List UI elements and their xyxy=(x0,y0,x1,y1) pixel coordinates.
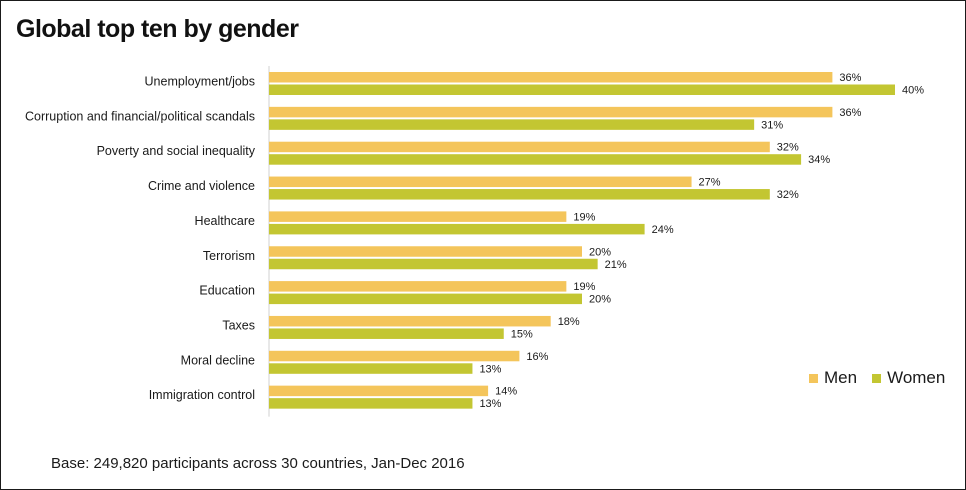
bar-men xyxy=(269,72,833,83)
data-label-men: 14% xyxy=(495,386,517,398)
data-label-men: 16% xyxy=(526,351,548,363)
bar-men xyxy=(269,350,520,362)
bar-men xyxy=(269,315,551,327)
legend-item-women: Women xyxy=(872,368,945,388)
category-label: Immigration control xyxy=(149,388,255,402)
legend-swatch-men xyxy=(809,373,818,383)
bar-women xyxy=(269,189,770,200)
bar-women xyxy=(269,154,802,165)
category-label: Poverty and social inequality xyxy=(97,144,256,158)
category-label: Unemployment/jobs xyxy=(145,75,255,89)
data-label-men: 27% xyxy=(699,177,721,189)
category-label: Education xyxy=(199,284,255,298)
data-label-women: 21% xyxy=(605,259,627,271)
data-label-women: 34% xyxy=(808,154,830,166)
bar-men xyxy=(269,211,567,222)
footnote: Base: 249,820 participants across 30 cou… xyxy=(51,455,465,472)
category-label: Terrorism xyxy=(203,249,255,263)
data-label-men: 20% xyxy=(589,246,611,258)
bar-women xyxy=(269,119,755,130)
chart-title: Global top ten by gender xyxy=(16,15,299,43)
data-label-men: 19% xyxy=(573,211,595,223)
category-label: Crime and violence xyxy=(148,179,255,193)
bar-women xyxy=(269,293,582,305)
data-label-men: 18% xyxy=(558,316,580,328)
category-label: Moral decline xyxy=(181,353,255,367)
data-label-men: 32% xyxy=(777,142,799,154)
data-label-men: 36% xyxy=(839,107,861,119)
bar-men xyxy=(269,385,489,397)
category-label: Taxes xyxy=(222,318,255,332)
data-label-women: 40% xyxy=(902,85,924,97)
legend-label-men: Men xyxy=(824,368,858,387)
data-label-women: 32% xyxy=(777,189,799,201)
legend-item-men: Men xyxy=(809,368,857,388)
legend-label-women: Women xyxy=(887,368,946,387)
data-label-women: 31% xyxy=(761,119,783,131)
bar-women xyxy=(269,258,598,270)
data-label-women: 13% xyxy=(479,398,501,410)
bar-women xyxy=(269,363,473,374)
bar-men xyxy=(269,176,692,188)
legend: Men Women xyxy=(809,368,960,388)
bar-women xyxy=(269,398,473,409)
bar-men xyxy=(269,141,770,153)
data-label-men: 36% xyxy=(839,72,861,84)
bar-women xyxy=(269,84,895,95)
bar-women xyxy=(269,223,645,235)
bar-men xyxy=(269,246,582,257)
bar-women xyxy=(269,328,504,339)
bar-chart: Unemployment/jobs 36% 40% Corruption and fi… xyxy=(25,66,924,417)
legend-swatch-women xyxy=(872,373,882,383)
data-label-women: 15% xyxy=(511,328,533,340)
data-label-women: 24% xyxy=(652,224,674,236)
category-label: Healthcare xyxy=(195,214,255,228)
data-label-women: 13% xyxy=(479,363,501,375)
bar-men xyxy=(269,281,567,292)
bar-men xyxy=(269,106,833,118)
category-label: Corruption and financial/political scand… xyxy=(25,109,255,123)
data-label-men: 19% xyxy=(573,281,595,293)
data-label-women: 20% xyxy=(589,294,611,306)
